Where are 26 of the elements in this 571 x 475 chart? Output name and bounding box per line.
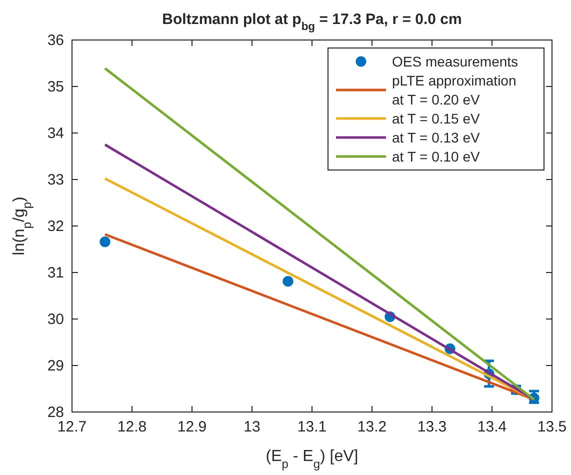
x-tick-label: 13.4 xyxy=(477,418,507,436)
x-axis-title: (E$_{p}$ - E$_{g}$) [eV] xyxy=(266,448,358,471)
point xyxy=(100,236,110,248)
legend-label: at T = 0.10 eV xyxy=(392,148,480,164)
x-tick-label: 12.7 xyxy=(57,418,87,436)
x-tick-label: 13.3 xyxy=(417,418,447,436)
point xyxy=(282,276,294,287)
legend-label: OES measurements xyxy=(392,53,518,70)
y-tick-label: 29 xyxy=(47,357,64,374)
x-tick-label: 12.9 xyxy=(177,418,207,436)
y-tick-label: 30 xyxy=(47,310,64,328)
y-tick-label: 34 xyxy=(47,124,64,142)
y-tick-label: 28 xyxy=(47,404,64,421)
x-tick-label: 13.1 xyxy=(297,418,327,436)
y-tick-label: 31 xyxy=(47,264,64,282)
legend-label: at T = 0.15 eV xyxy=(392,110,480,126)
y-tick-label: 36 xyxy=(47,32,64,49)
y-tick-label: 33 xyxy=(47,171,64,188)
y-tick-label: 32 xyxy=(47,218,64,235)
y-tick-label: 35 xyxy=(47,78,64,96)
chart-title: Boltzmann plot at p$_{bg}$ = 17.3 Pa, r = 0.0 cm xyxy=(162,11,462,33)
x-tick-label: 13.2 xyxy=(357,418,387,436)
x-tick-label: 13 xyxy=(244,418,260,436)
x-tick-label: 13.5 xyxy=(537,418,567,436)
legend-label: at T = 0.13 eV xyxy=(392,129,480,146)
x-tick-label: 12.8 xyxy=(117,418,147,436)
